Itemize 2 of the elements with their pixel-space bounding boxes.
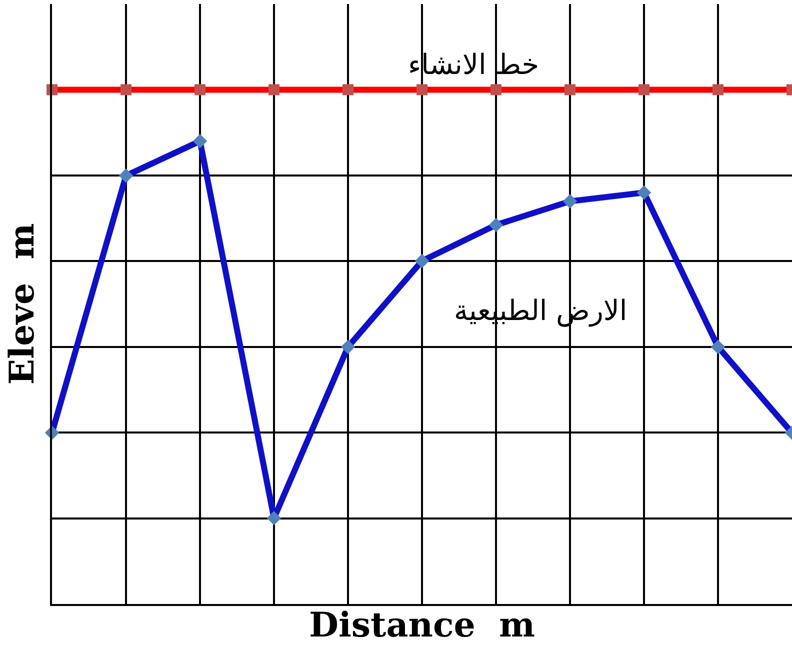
y-axis-title: Eleve m — [2, 223, 42, 385]
x-axis-title: Distance m — [309, 606, 536, 646]
